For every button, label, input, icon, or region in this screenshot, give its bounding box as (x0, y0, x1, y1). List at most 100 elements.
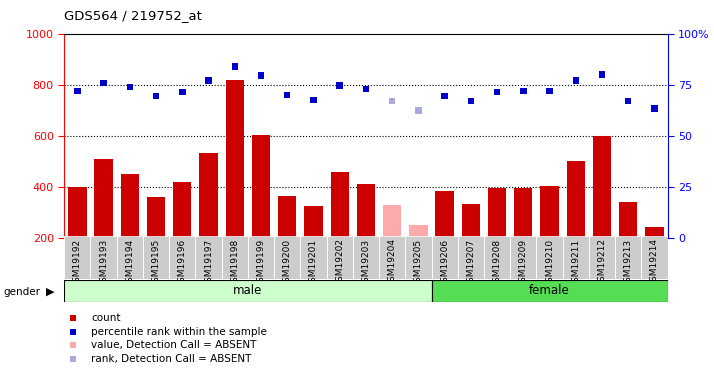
Bar (619, 202, 638, 238)
Bar (116, 236, 143, 279)
Point (98, 80, 109, 86)
Point (71, 88, 83, 94)
Text: value, Detection Call = ABSENT: value, Detection Call = ABSENT (91, 340, 257, 351)
Text: gender: gender (4, 287, 41, 297)
Bar (641, 236, 668, 279)
Bar (431, 280, 668, 302)
Bar (484, 236, 511, 279)
Text: GSM19205: GSM19205 (414, 238, 423, 288)
Bar (169, 236, 196, 279)
Bar (436, 191, 454, 238)
Text: GSM19214: GSM19214 (650, 238, 659, 287)
Bar (406, 236, 431, 279)
Point (256, 73, 267, 79)
Bar (94, 159, 113, 238)
Bar (383, 205, 401, 238)
Point (544, 88, 555, 94)
Text: GSM19212: GSM19212 (598, 238, 606, 287)
Bar (379, 236, 406, 279)
Text: GSM19211: GSM19211 (571, 238, 580, 288)
Bar (199, 153, 218, 238)
Bar (540, 186, 559, 238)
Text: GSM19197: GSM19197 (204, 238, 213, 288)
Text: GSM19194: GSM19194 (126, 238, 134, 288)
Bar (147, 197, 165, 238)
Bar (252, 135, 270, 238)
Text: GSM19199: GSM19199 (256, 238, 266, 288)
Bar (301, 236, 326, 279)
Bar (196, 236, 221, 279)
Text: count: count (91, 313, 121, 322)
Bar (593, 136, 611, 238)
Text: GSM19208: GSM19208 (493, 238, 501, 288)
Bar (64, 236, 91, 279)
Text: GSM19206: GSM19206 (440, 238, 449, 288)
Point (596, 72, 608, 78)
Bar (221, 236, 248, 279)
Bar (567, 162, 585, 238)
Point (229, 63, 241, 69)
Point (68, 342, 79, 348)
Text: GSM19203: GSM19203 (361, 238, 371, 288)
Point (518, 88, 529, 94)
Bar (69, 187, 86, 238)
Bar (536, 236, 563, 279)
Point (623, 98, 634, 104)
Text: GSM19198: GSM19198 (231, 238, 239, 288)
Bar (514, 188, 533, 238)
Text: GSM19200: GSM19200 (283, 238, 292, 288)
Point (334, 82, 346, 88)
Bar (91, 236, 116, 279)
Point (413, 107, 424, 113)
Text: GSM19213: GSM19213 (624, 238, 633, 288)
Point (465, 98, 476, 104)
Bar (409, 225, 428, 238)
Bar (274, 236, 301, 279)
Text: GSM19202: GSM19202 (335, 238, 344, 287)
Point (203, 78, 214, 84)
Point (68, 328, 79, 334)
Bar (278, 196, 296, 238)
Bar (458, 236, 484, 279)
Bar (353, 236, 379, 279)
Bar (645, 226, 663, 238)
Bar (173, 182, 191, 238)
Text: GSM19195: GSM19195 (151, 238, 161, 288)
Bar (248, 236, 274, 279)
Point (360, 86, 371, 92)
Text: GSM19192: GSM19192 (73, 238, 82, 288)
Text: female: female (529, 285, 570, 297)
Bar (326, 236, 353, 279)
Bar (511, 236, 536, 279)
Bar (488, 188, 506, 238)
Bar (357, 184, 375, 238)
Text: GSM19210: GSM19210 (545, 238, 554, 288)
Bar (563, 236, 589, 279)
Point (68, 356, 79, 362)
Text: GSM19204: GSM19204 (388, 238, 397, 287)
Bar (331, 172, 349, 238)
Point (151, 93, 162, 99)
Text: GSM19193: GSM19193 (99, 238, 108, 288)
Text: GSM19209: GSM19209 (519, 238, 528, 288)
Point (491, 89, 503, 95)
Text: GSM19207: GSM19207 (466, 238, 476, 288)
Point (439, 93, 451, 99)
Bar (121, 174, 139, 238)
Point (68, 315, 79, 321)
Point (570, 78, 581, 84)
Point (176, 89, 188, 95)
Text: rank, Detection Call = ABSENT: rank, Detection Call = ABSENT (91, 354, 252, 364)
Text: GSM19201: GSM19201 (309, 238, 318, 288)
Bar (462, 204, 480, 238)
Point (281, 92, 293, 98)
Point (649, 105, 660, 111)
Bar (304, 206, 323, 238)
Text: ▶: ▶ (46, 287, 55, 297)
Bar (615, 236, 641, 279)
Point (386, 98, 398, 104)
Point (124, 84, 136, 90)
Bar (431, 236, 458, 279)
Bar (589, 236, 615, 279)
Text: GDS564 / 219752_at: GDS564 / 219752_at (64, 9, 202, 22)
